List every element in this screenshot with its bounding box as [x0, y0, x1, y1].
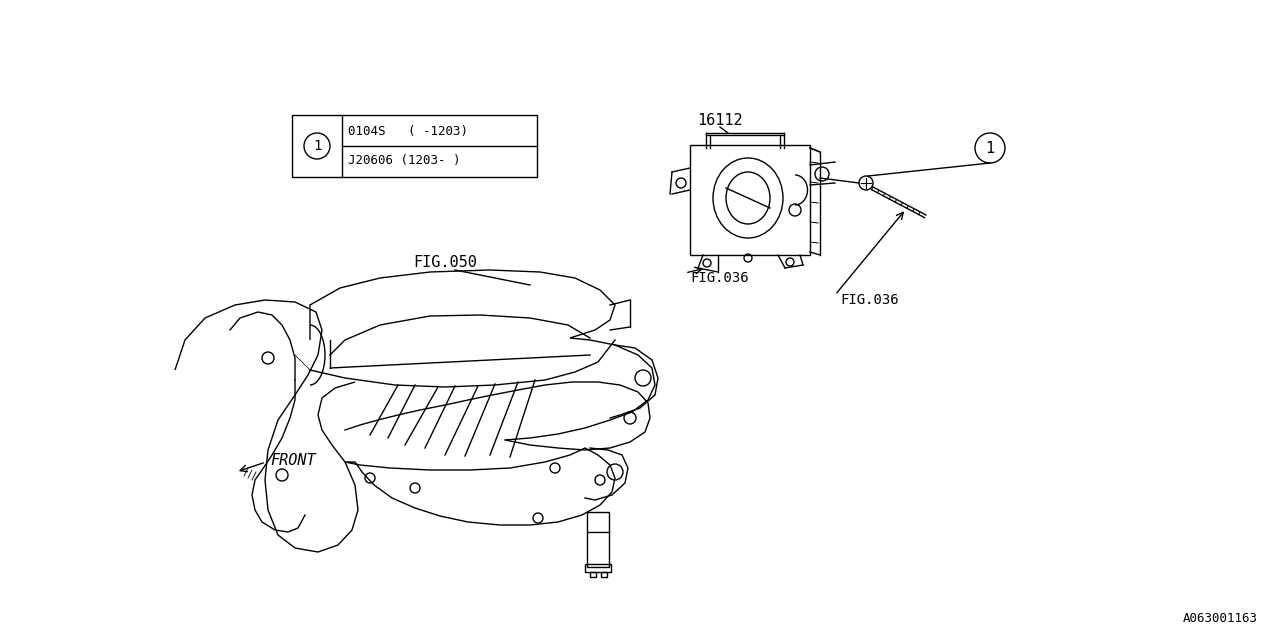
Text: FIG.050: FIG.050 — [413, 255, 477, 269]
Bar — [690, 145, 810, 255]
Text: FRONT: FRONT — [270, 452, 316, 467]
Bar — [602, 572, 607, 577]
Text: 16112: 16112 — [698, 113, 742, 127]
Bar — [585, 564, 611, 572]
Text: 1: 1 — [986, 141, 995, 156]
Bar — [292, 115, 538, 177]
Text: A063001163: A063001163 — [1183, 612, 1258, 625]
Bar — [590, 572, 596, 577]
Text: FIG.036: FIG.036 — [690, 271, 749, 285]
Text: FIG.036: FIG.036 — [840, 293, 899, 307]
Text: J20606 (1203- ): J20606 (1203- ) — [348, 154, 461, 167]
Text: 1: 1 — [312, 139, 321, 153]
Bar — [588, 512, 609, 567]
Text: 0104S   ( -1203): 0104S ( -1203) — [348, 125, 468, 138]
